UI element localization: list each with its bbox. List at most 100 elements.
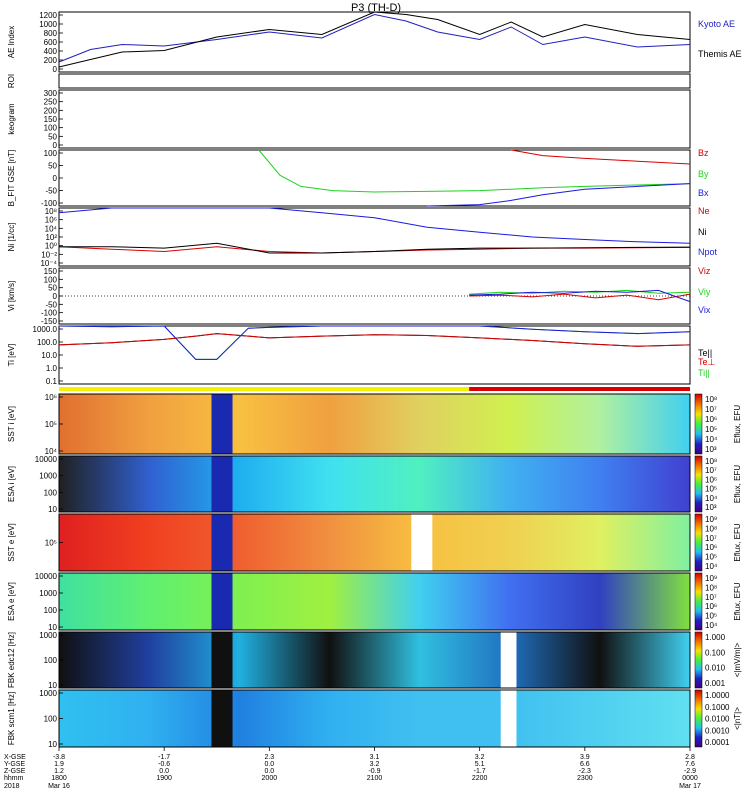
y-tick-label: 10⁶ [45, 393, 57, 402]
legend-entry: Ti|| [698, 368, 710, 378]
series-line [511, 149, 691, 165]
x-tick-label: -2.3 [579, 768, 591, 775]
y-tick-label: 1000 [39, 589, 57, 598]
colorbar-tick-label: 10⁹ [705, 515, 717, 524]
x-tick-label: 1.2 [54, 768, 64, 775]
colorbar [694, 455, 703, 513]
x-tick-label: 3.2 [475, 754, 485, 761]
spectrogram [59, 514, 690, 571]
colorbar [694, 393, 703, 455]
colorbar-tick-label: 10⁵ [705, 612, 717, 621]
y-axis-label: ROI [7, 74, 16, 88]
colorbar-tick-label: 1.0000 [705, 691, 730, 700]
legend-entry: Viz [698, 266, 711, 276]
x-tick-label: 2300 [577, 775, 593, 782]
x-tick-label: 1800 [51, 775, 67, 782]
colorbar-tick-label: 0.0100 [705, 715, 730, 724]
y-tick-label: 50 [48, 162, 57, 171]
y-tick-label: 1200 [39, 11, 57, 20]
x-tick-label: -0.6 [158, 761, 170, 768]
y-tick-label: 10000 [35, 455, 58, 464]
spectrogram [59, 394, 690, 454]
x-tick-label: 7.6 [685, 761, 695, 768]
colorbar-tick-label: 10⁵ [705, 553, 717, 562]
colorbar-tick-label: 10⁸ [705, 583, 717, 592]
colorbar-tick-label: 0.010 [705, 664, 726, 673]
colorbar-tick-label: 10⁴ [705, 435, 718, 444]
panel-roi: ROI [7, 73, 691, 89]
mode-bar [59, 387, 690, 391]
x-tick-label: 3.2 [370, 761, 380, 768]
colorbar-tick-label: 10⁶ [705, 543, 717, 552]
legend-entry: Te⊥ [698, 357, 716, 367]
legend-entry: Te|| [698, 348, 712, 358]
colorbar [694, 689, 703, 748]
y-tick-label: 100.0 [37, 338, 58, 347]
x-tick-label: -2.9 [684, 768, 696, 775]
y-axis-label: Vi [km/s] [7, 281, 16, 312]
y-tick-label: 10⁴ [45, 224, 58, 233]
panel-fbk_e12: 1.000 0.100 0.010 0.001 <|mV/m|> FBK edc12 [H… [7, 631, 742, 690]
y-tick-label: 10⁶ [45, 216, 57, 225]
y-tick-label: -100 [41, 309, 58, 318]
series-line [258, 149, 691, 193]
series-line [58, 333, 691, 347]
y-tick-label: 10000 [35, 572, 58, 581]
y-tick-label: 10⁻² [41, 250, 57, 259]
y-tick-label: 10⁵ [45, 420, 57, 429]
x-tick-label: 5.1 [475, 761, 485, 768]
spectrogram [59, 456, 690, 512]
y-tick-label: 10.0 [41, 351, 57, 360]
panel-frame [58, 73, 691, 89]
legend-entry: Bz [698, 148, 709, 158]
y-tick-label: 10⁴ [45, 447, 58, 456]
colorbar [694, 572, 703, 631]
y-tick-label: 10 [48, 681, 57, 690]
colorbar-tick-label: 10³ [705, 445, 717, 454]
y-tick-label: 10⁵ [45, 539, 57, 548]
y-tick-label: 1000 [39, 472, 57, 481]
y-tick-label: 10⁻⁴ [40, 259, 57, 268]
series-line [58, 207, 691, 244]
colorbar-tick-label: 10⁴ [705, 562, 718, 571]
colorbar-tick-label: 10⁸ [705, 457, 717, 466]
colorbar-tick-label: 10⁷ [705, 534, 717, 543]
colorbar-tick-label: 10⁷ [705, 405, 717, 414]
colorbar-label: Eflux, EFU [733, 405, 742, 443]
colorbar-tick-label: 10⁵ [705, 485, 717, 494]
x-tick-label: 3.9 [580, 754, 590, 761]
x-tick-label: -1.7 [158, 754, 170, 761]
spectrogram [59, 632, 690, 688]
y-axis-label: B_FIT GSE [nT] [7, 150, 16, 207]
spectrogram-band [211, 456, 233, 512]
x-tick-label: 2000 [262, 775, 278, 782]
series-line [59, 242, 691, 254]
y-tick-label: 1000 [39, 20, 57, 29]
y-tick-label: 1000.0 [33, 325, 58, 334]
time-axis-row-label: hhmm [4, 775, 24, 782]
colorbar-tick-label: 0.1000 [705, 703, 730, 712]
y-tick-label: -150 [41, 317, 58, 326]
colorbar-tick-label: 0.0001 [705, 738, 730, 747]
y-tick-label: 100 [44, 275, 58, 284]
y-tick-label: 600 [44, 38, 58, 47]
x-tick-label: 0.0 [264, 761, 274, 768]
y-tick-label: 800 [44, 29, 58, 38]
colorbar-label: Eflux, EFU [733, 582, 742, 620]
legend-entry: Ni [698, 227, 707, 237]
y-tick-label: 150 [44, 115, 58, 124]
colorbar-tick-label: 10⁹ [705, 574, 717, 583]
spectrogram-band [211, 632, 233, 688]
series-line [58, 325, 691, 360]
panel-frame [58, 572, 691, 631]
x-tick-label: 2.3 [264, 754, 274, 761]
data-gap [500, 632, 517, 688]
colorbar-tick-label: 10⁵ [705, 425, 717, 434]
spectrogram [59, 573, 690, 630]
colorbar-tick-label: 10⁷ [705, 466, 717, 475]
